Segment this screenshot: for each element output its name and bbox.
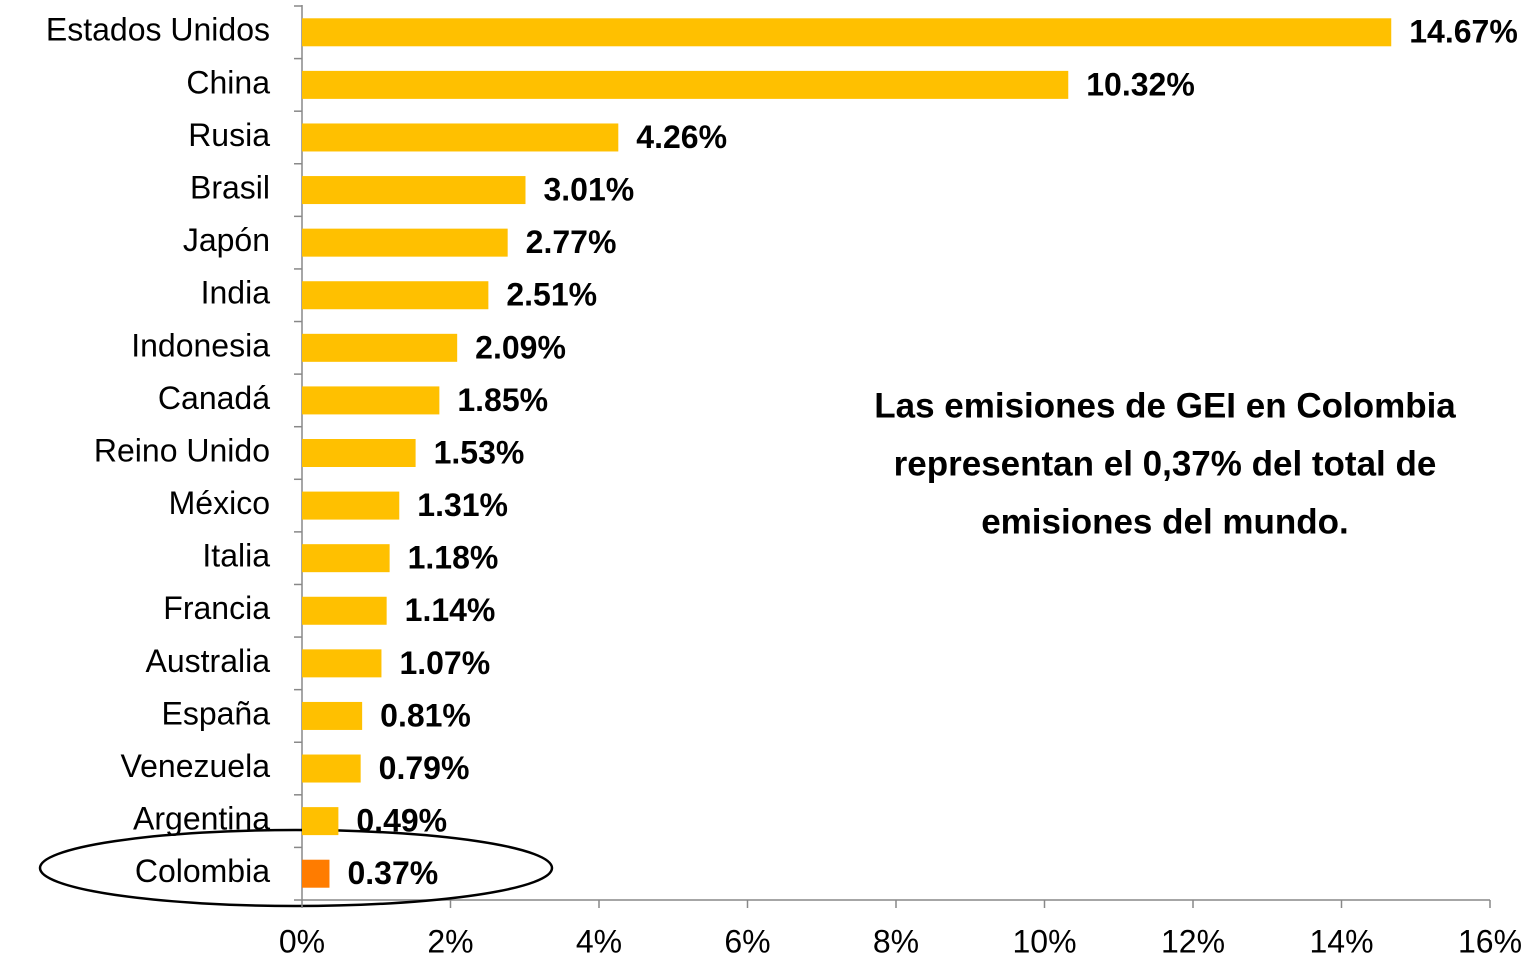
x-tick-label: 10% [1012,923,1076,959]
x-tick-label: 14% [1309,923,1373,959]
value-label: 0.49% [356,803,447,839]
value-label: 1.31% [417,487,508,523]
bar [302,123,619,152]
x-tick-label: 6% [724,923,770,959]
value-label: 2.77% [526,224,617,260]
bar [302,18,1392,47]
y-tick-label: Rusia [188,117,270,153]
x-tick-label: 16% [1458,923,1522,959]
value-label: 1.07% [399,645,490,681]
value-label: 3.01% [543,172,634,208]
value-label: 10.32% [1086,66,1195,102]
annotation: representan el 0,37% del total de [894,444,1437,483]
y-tick-label: Francia [163,590,270,626]
x-tick-label: 8% [873,923,919,959]
y-tick-label: Estados Unidos [46,12,270,48]
bar [302,807,339,836]
value-label: 14.67% [1409,14,1518,50]
bar [302,228,508,257]
y-tick-label: España [161,695,270,731]
y-tick-label: Venezuela [121,748,271,784]
value-label: 0.79% [379,750,470,786]
y-tick-label: Argentina [133,801,270,837]
bar [302,439,416,467]
bar [302,176,526,205]
bar [302,596,387,625]
highlight-ellipse [38,828,554,908]
y-tick-label: Australia [146,643,271,679]
bar [302,754,361,783]
bar [302,701,363,730]
bar [302,386,440,415]
bar [302,70,1069,99]
y-tick-label: Japón [183,222,270,258]
y-tick-label: Indonesia [131,327,270,363]
x-tick-label: 4% [576,923,622,959]
y-tick-label: India [201,275,271,311]
y-tick-label: Colombia [135,853,270,889]
bar [302,649,382,678]
bar [302,333,458,362]
value-label: 2.09% [475,329,566,365]
value-label: 1.85% [457,382,548,418]
value-label: 1.53% [434,434,525,470]
x-tick-label: 12% [1161,923,1225,959]
annotation: Las emisiones de GEI en Colombia [874,386,1456,425]
x-tick-label: 2% [427,923,473,959]
value-label: 0.37% [347,855,438,891]
value-label: 4.26% [636,119,727,155]
y-tick-label: Italia [202,538,270,574]
y-tick-label: México [169,485,270,521]
y-tick-label: Reino Unido [94,432,270,468]
bar [302,281,489,310]
y-tick-label: Canadá [158,380,270,416]
annotation: emisiones del mundo. [981,502,1349,541]
value-label: 0.81% [380,697,471,733]
value-label: 1.14% [405,592,496,628]
bar [302,859,330,888]
value-label: 2.51% [506,277,597,313]
bar [302,491,400,520]
y-tick-label: Brasil [190,170,270,206]
value-label: 1.18% [408,540,499,576]
x-tick-label: 0% [279,923,325,959]
bar [302,544,390,573]
y-tick-label: China [186,64,270,100]
